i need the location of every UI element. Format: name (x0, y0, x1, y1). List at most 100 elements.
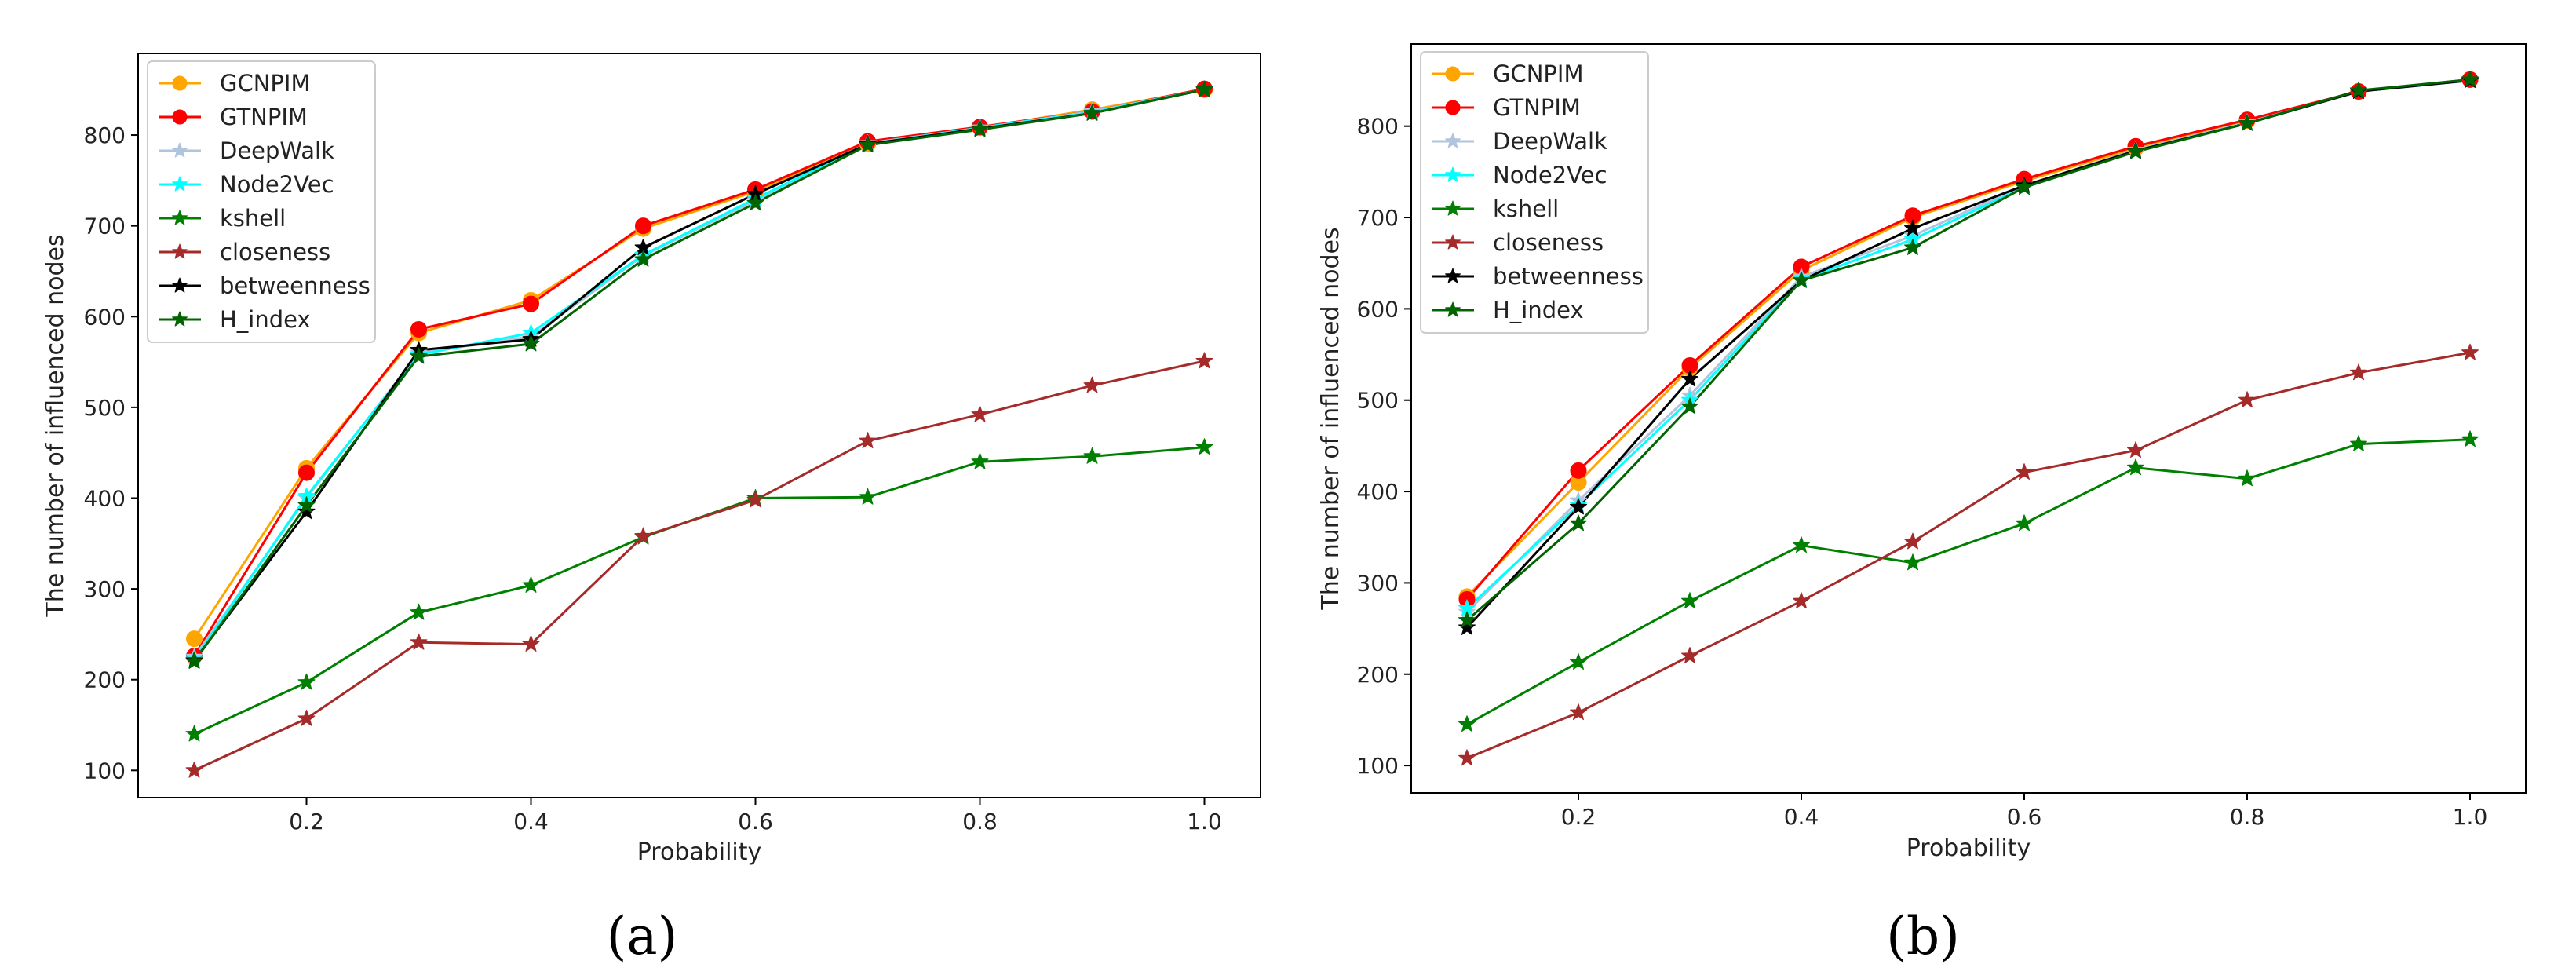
data-point-gcnpim-a (186, 630, 203, 648)
x-tick-label: 0.6 (738, 809, 773, 835)
legend-label: H_index (220, 306, 311, 333)
legend-marker (1445, 100, 1461, 115)
legend-entry-node2vec-a: Node2Vec (159, 171, 334, 198)
legend-label: closeness (1493, 229, 1604, 256)
data-point-betweenness-b (1570, 498, 1587, 515)
data-point-h-index-a (746, 194, 764, 211)
data-point-kshell-a (971, 452, 989, 469)
data-point-kshell-b (2238, 469, 2256, 487)
legend-entry-gtnpim-a: GTNPIM (159, 104, 308, 130)
caption-b: (b) (1886, 906, 1960, 966)
data-point-kshell-b (2127, 458, 2144, 476)
data-point-kshell-a (297, 673, 316, 690)
legend-marker (172, 176, 188, 192)
legend-box-a (147, 60, 376, 343)
y-tick-label: 200 (84, 667, 126, 693)
legend-marker (1445, 133, 1461, 148)
plot-area-b (1410, 43, 2527, 794)
legend-label: Node2Vec (1493, 162, 1607, 188)
legend-entry-closeness-a: closeness (159, 239, 330, 265)
legend-label: GCNPIM (220, 70, 310, 97)
data-point-h-index-a (634, 250, 652, 267)
data-point-gtnpim-a (635, 217, 651, 235)
data-point-kshell-b (1793, 536, 1810, 553)
data-point-gtnpim-b (1570, 462, 1587, 479)
data-point-h-index-b (2461, 70, 2479, 87)
x-axis-label-a: Probability (637, 838, 762, 866)
data-point-closeness-a (859, 432, 877, 449)
data-point-closeness-a (410, 633, 428, 650)
data-point-betweenness-b (1681, 370, 1698, 387)
series-markers-a (185, 80, 1213, 778)
legend-label: Node2Vec (220, 171, 334, 198)
data-point-closeness-a (1083, 376, 1101, 393)
legend-marker (1445, 166, 1461, 182)
legend-entry-deepwalk-a: DeepWalk (159, 137, 334, 164)
series-line-closeness-a (193, 360, 1205, 772)
axis-ticks-a: 0.2 0.4 0.6 0.8 1.0 100 200 300 400 500 600 700 800 (84, 122, 1222, 835)
data-point-closeness-b (1570, 703, 1587, 720)
data-point-h-index-a (185, 652, 203, 669)
legend-marker (172, 311, 188, 327)
data-point-kshell-a (185, 725, 203, 742)
chart-panel-b: 0.2 0.4 0.6 0.8 1.0100200300400500600700800 … (1317, 43, 2527, 966)
series-line-kshell-b (1466, 438, 2471, 726)
data-point-kshell-b (1681, 592, 1698, 609)
data-point-kshell-b (1570, 653, 1587, 670)
legend-marker (172, 109, 188, 125)
data-point-betweenness-b (1904, 219, 1921, 236)
series-lines-b (1465, 78, 2471, 760)
y-tick-label: 500 (84, 395, 126, 421)
data-point-h-index-b (2016, 178, 2033, 195)
y-tick-label: 800 (84, 122, 126, 148)
data-point-gtnpim-a (298, 464, 315, 481)
plot-area-a (137, 53, 1261, 798)
legend-entry-h-index-a: H_index (159, 306, 311, 333)
legend-label: DeepWalk (1493, 128, 1607, 155)
x-tick-label: 0.4 (513, 809, 549, 835)
chart-panel-a: 0.2 0.4 0.6 0.8 1.0100200300400500600700800 … (42, 53, 1261, 966)
data-point-gtnpim-a (410, 320, 427, 338)
legend-box-b (1420, 51, 1649, 334)
legend-marker (1445, 301, 1461, 317)
data-point-h-index-a (971, 120, 989, 137)
data-point-h-index-b (1793, 271, 1810, 288)
y-axis-label-a: The number of influenced nodes (42, 234, 69, 617)
data-point-closeness-a (522, 635, 540, 652)
legend-entry-gtnpim-b: GTNPIM (1432, 94, 1581, 121)
data-point-closeness-a (297, 709, 316, 726)
legend-b: GCNPIM GTNPIM DeepWalk Node2Vec kshell closen… (1420, 51, 1649, 334)
legend-marker (1445, 200, 1461, 216)
legend-label: H_index (1493, 297, 1584, 323)
legend-entry-h-index-b: H_index (1432, 297, 1584, 323)
data-point-h-index-a (1083, 104, 1101, 121)
legend-marker (1445, 268, 1461, 283)
data-point-h-index-b (1681, 397, 1698, 415)
data-point-kshell-a (410, 603, 428, 620)
y-tick-label: 700 (1357, 205, 1399, 231)
legend-marker (172, 277, 188, 293)
x-tick-label: 0.4 (1784, 804, 1819, 830)
data-point-h-index-a (297, 496, 316, 513)
y-tick-label: 500 (1357, 388, 1399, 414)
y-tick-label: 800 (1357, 114, 1399, 140)
y-tick-label: 300 (1357, 570, 1399, 596)
legend-a: GCNPIM GTNPIM DeepWalk Node2Vec kshell closen… (147, 60, 376, 343)
data-point-closeness-b (2016, 463, 2033, 480)
x-tick-label: 0.2 (1561, 804, 1596, 830)
legend-entry-kshell-a: kshell (159, 205, 286, 232)
data-point-closeness-a (1195, 352, 1213, 369)
y-tick-label: 600 (84, 304, 126, 330)
y-tick-label: 600 (1357, 296, 1399, 322)
axis-ticks-b: 0.2 0.4 0.6 0.8 1.0 100 200 300 400 500 600 700 800 (1357, 114, 2488, 830)
data-point-h-index-a (859, 136, 877, 153)
data-point-betweenness-b (1458, 618, 1476, 635)
data-point-closeness-b (1904, 532, 1921, 550)
data-point-closeness-b (1458, 749, 1476, 766)
y-tick-label: 400 (1357, 479, 1399, 505)
x-tick-label: 0.8 (962, 809, 998, 835)
legend-entry-kshell-b: kshell (1432, 195, 1559, 222)
y-tick-label: 200 (1357, 662, 1399, 688)
data-point-h-index-b (2127, 142, 2144, 159)
series-line-h-index-b (1466, 78, 2471, 622)
